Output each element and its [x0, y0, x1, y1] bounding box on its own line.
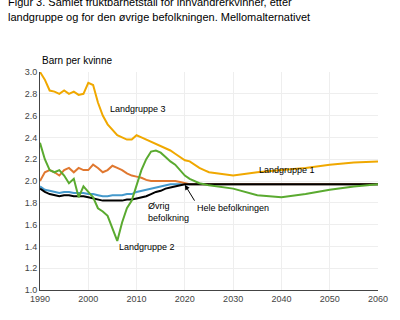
svg-text:2.8: 2.8: [25, 89, 38, 99]
svg-text:3.0: 3.0: [25, 67, 38, 77]
svg-text:1.0: 1.0: [25, 285, 38, 295]
svg-text:2040: 2040: [271, 294, 291, 304]
svg-text:Landgruppe 2: Landgruppe 2: [119, 242, 175, 252]
svg-text:2.0: 2.0: [25, 176, 38, 186]
svg-text:2050: 2050: [320, 294, 340, 304]
svg-text:1.8: 1.8: [25, 198, 38, 208]
svg-text:2030: 2030: [223, 294, 243, 304]
svg-text:2020: 2020: [175, 294, 195, 304]
svg-text:1.4: 1.4: [25, 242, 38, 252]
svg-text:2010: 2010: [127, 294, 147, 304]
svg-text:1.2: 1.2: [25, 263, 38, 273]
svg-text:2.2: 2.2: [25, 154, 38, 164]
svg-text:2000: 2000: [78, 294, 98, 304]
svg-text:1.6: 1.6: [25, 220, 38, 230]
svg-text:Barn per kvinne: Barn per kvinne: [42, 55, 112, 66]
svg-text:Figur 3. Samlet fruktbarhetsta: Figur 3. Samlet fruktbarhetstall for inn…: [8, 0, 310, 23]
svg-text:2.6: 2.6: [25, 111, 38, 121]
svg-text:Landgruppe 3: Landgruppe 3: [110, 104, 166, 114]
svg-text:Øvrigbefolkning: Øvrigbefolkning: [148, 201, 189, 223]
svg-text:2060: 2060: [368, 294, 388, 304]
svg-text:1990: 1990: [30, 294, 50, 304]
svg-text:Hele befolkningen: Hele befolkningen: [197, 203, 269, 213]
svg-text:2.4: 2.4: [25, 133, 38, 143]
svg-text:Landgruppe 1: Landgruppe 1: [259, 165, 315, 175]
